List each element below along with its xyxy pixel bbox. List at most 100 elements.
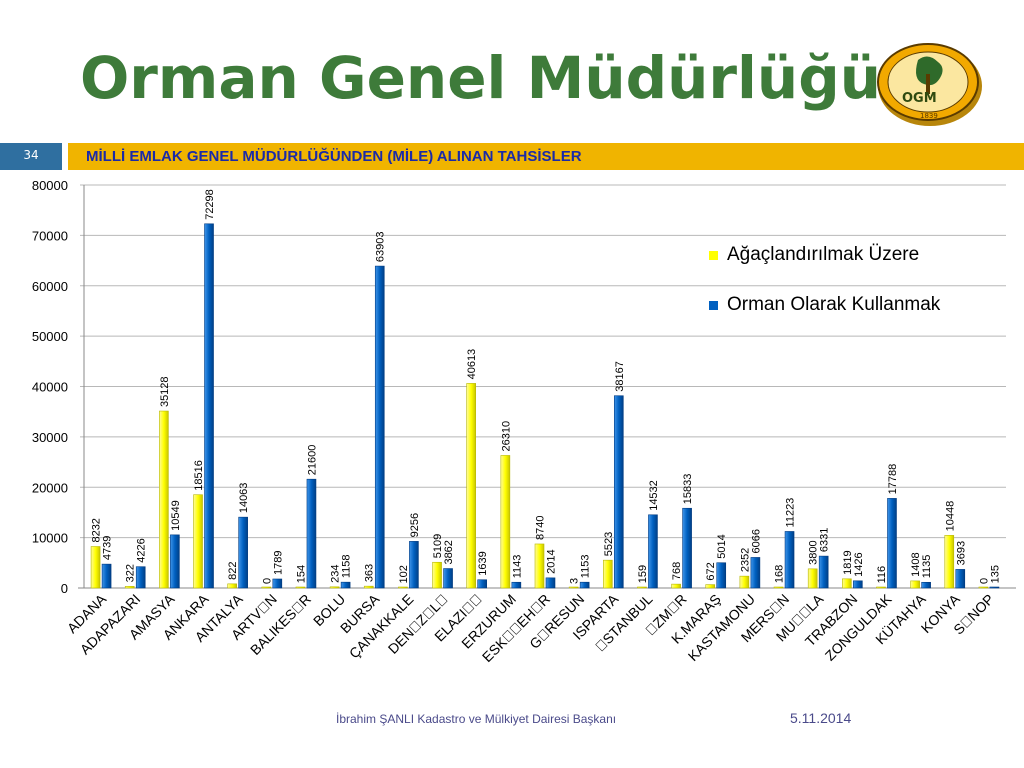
bar-orman	[887, 498, 897, 589]
data-label: 2014	[546, 549, 558, 573]
data-label: 38167	[614, 361, 626, 392]
data-label: 4226	[136, 538, 148, 562]
data-label: 18516	[193, 460, 205, 491]
bar-orman	[272, 578, 283, 589]
data-label: 26310	[500, 421, 512, 452]
bar-orman	[579, 581, 590, 589]
data-label: 5109	[432, 534, 444, 558]
subtitle-band	[68, 143, 1024, 170]
y-tick-label: 40000	[32, 380, 68, 395]
data-label: 10448	[944, 501, 956, 532]
bar-agaclandirma	[842, 578, 852, 589]
data-label: 1153	[580, 555, 592, 579]
y-tick-label: 20000	[32, 480, 68, 495]
slide-number-box: 34	[0, 143, 62, 170]
data-label: 322	[125, 564, 137, 582]
data-label: 40613	[466, 349, 478, 380]
data-label: 2352	[739, 548, 751, 572]
bar-agaclandirma	[705, 584, 716, 589]
y-tick-label: 50000	[32, 329, 68, 344]
bar-agaclandirma	[910, 580, 920, 589]
header-band: 34 MİLLİ EMLAK GENEL MÜDÜRLÜĞÜNDEN (MİLE…	[0, 143, 1024, 170]
bar-agaclandirma	[261, 586, 272, 589]
data-label: 116	[876, 566, 888, 584]
bar-agaclandirma	[432, 561, 442, 589]
bar-orman	[545, 577, 556, 589]
bar-agaclandirma	[124, 586, 135, 589]
data-label: 3800	[808, 540, 820, 564]
data-label: 9256	[409, 513, 421, 537]
footer-date: 5.11.2014	[790, 710, 852, 726]
data-label: 35128	[159, 376, 171, 407]
data-label: 11223	[785, 498, 797, 528]
bar-orman	[613, 395, 624, 589]
data-label: 17788	[887, 464, 899, 495]
data-label: 4739	[102, 536, 114, 560]
bar-orman	[784, 531, 795, 589]
bar-agaclandirma	[90, 546, 101, 589]
bar-orman	[135, 566, 146, 589]
data-label: 3	[569, 578, 581, 584]
data-label: 159	[637, 565, 649, 583]
bar-agaclandirma	[807, 568, 818, 589]
bar-agaclandirma	[637, 586, 647, 589]
bar-agaclandirma	[944, 535, 955, 589]
svg-text:OGM: OGM	[902, 91, 937, 106]
data-label: 3862	[443, 540, 455, 564]
bar-orman	[374, 265, 385, 589]
bar-orman	[750, 557, 761, 589]
data-label: 63903	[375, 231, 387, 262]
bar-agaclandirma	[159, 410, 169, 589]
bar-orman	[238, 516, 248, 589]
data-label: 768	[671, 562, 683, 580]
data-label: 14532	[648, 480, 660, 511]
bar-agaclandirma	[398, 586, 408, 589]
bar-agaclandirma	[329, 586, 340, 589]
bar-orman	[989, 586, 1000, 589]
bar-orman	[477, 579, 488, 589]
bar-orman	[853, 580, 863, 589]
data-label: 6331	[819, 528, 831, 552]
legend-label: Orman Olarak Kullanmak	[727, 294, 941, 315]
bar-orman	[340, 581, 351, 589]
data-label: 1819	[842, 550, 854, 574]
bar-agaclandirma	[295, 586, 306, 589]
bar-orman	[170, 534, 180, 589]
svg-text:1839: 1839	[920, 112, 938, 120]
bar-agaclandirma	[466, 383, 477, 589]
data-label: 0	[261, 578, 273, 584]
bar-agaclandirma	[568, 586, 579, 589]
ogm-logo: OGM 1839	[877, 43, 982, 126]
data-label: 1135	[921, 555, 933, 579]
bar-orman	[511, 581, 522, 589]
bar-agaclandirma	[602, 559, 613, 589]
bar-orman	[409, 541, 419, 589]
bar-orman	[648, 514, 658, 589]
bar-agaclandirma	[671, 583, 681, 589]
bar-orman	[955, 569, 966, 589]
bar-agaclandirma	[500, 455, 511, 589]
bar-orman	[682, 507, 692, 589]
data-label: 1789	[272, 551, 284, 575]
bar-agaclandirma	[978, 586, 989, 589]
bar-orman	[306, 478, 317, 589]
data-label: 168	[774, 565, 786, 583]
legend-swatch	[709, 251, 718, 260]
y-tick-label: 70000	[32, 228, 68, 243]
data-label: 135	[989, 565, 1001, 583]
y-tick-label: 30000	[32, 430, 68, 445]
data-label: 10549	[170, 500, 182, 531]
data-label: 1639	[477, 551, 489, 575]
data-label: 5014	[716, 534, 728, 558]
bar-orman	[204, 223, 214, 589]
bar-agaclandirma	[876, 586, 886, 589]
bar-orman	[101, 563, 112, 589]
data-label: 6066	[750, 529, 762, 553]
bar-agaclandirma	[227, 583, 237, 589]
data-label: 21600	[306, 445, 318, 476]
bar-chart: 0 10000 20000 30000 40000 50000 60000 70000 8000…	[32, 178, 1016, 665]
data-label: 5523	[603, 532, 615, 556]
data-label: 72298	[204, 189, 216, 220]
y-tick-label: 10000	[32, 531, 68, 546]
footer-presenter: İbrahim ŞANLI Kadastro ve Mülkiyet Daire…	[336, 712, 617, 726]
